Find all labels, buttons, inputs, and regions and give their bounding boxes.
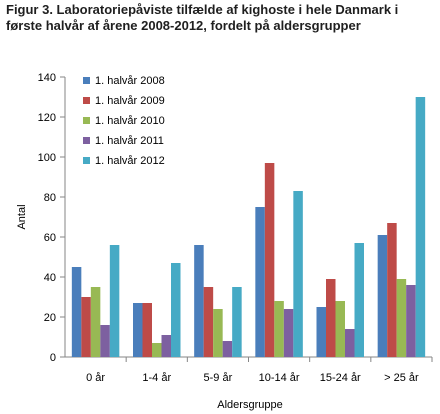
legend-swatch bbox=[83, 97, 90, 104]
bar bbox=[316, 307, 326, 357]
x-tick-label: 10-14 år bbox=[259, 372, 300, 384]
bar bbox=[345, 329, 355, 357]
bar bbox=[81, 297, 91, 357]
y-tick-label: 60 bbox=[44, 232, 56, 244]
y-tick-label: 120 bbox=[38, 112, 56, 124]
bar bbox=[255, 207, 265, 357]
bar bbox=[194, 245, 204, 357]
y-tick-label: 20 bbox=[44, 312, 56, 324]
bar bbox=[387, 223, 397, 357]
bar bbox=[283, 309, 294, 357]
y-tick-label: 140 bbox=[38, 72, 56, 84]
bar bbox=[293, 191, 303, 357]
bar bbox=[326, 279, 336, 357]
y-tick-label: 0 bbox=[50, 352, 56, 364]
x-tick-label: > 25 år bbox=[384, 372, 419, 384]
bar bbox=[406, 285, 416, 357]
legend-label: 1. halvår 2009 bbox=[95, 95, 165, 107]
chart-title: Figur 3. Laboratoriepåviste tilfælde af … bbox=[6, 2, 399, 33]
bar bbox=[213, 309, 223, 357]
bar bbox=[109, 245, 120, 357]
legend-swatch bbox=[83, 117, 90, 124]
bar bbox=[133, 303, 143, 357]
bar bbox=[152, 343, 162, 357]
legend-swatch bbox=[83, 157, 90, 164]
bar bbox=[264, 163, 275, 357]
bar bbox=[354, 243, 364, 357]
legend-label: 1. halvår 2010 bbox=[95, 115, 165, 127]
bars bbox=[71, 97, 426, 357]
legend: 1. halvår 2008 1. halvår 2009 1. halvår 20… bbox=[83, 75, 165, 167]
x-tick-label: 0 år bbox=[86, 372, 105, 384]
x-tick-label: 15-24 år bbox=[320, 372, 361, 384]
x-axis-title: Aldersgruppe bbox=[217, 399, 282, 411]
x-tick-label: 5-9 år bbox=[204, 372, 233, 384]
legend-swatch bbox=[83, 137, 90, 144]
bar bbox=[222, 341, 233, 357]
bar bbox=[274, 301, 284, 357]
y-axis-title: Antal bbox=[16, 204, 28, 229]
bar bbox=[335, 301, 345, 357]
bar bbox=[71, 267, 82, 357]
bar bbox=[396, 279, 407, 357]
y-tick-label: 80 bbox=[44, 192, 56, 204]
bar bbox=[100, 325, 110, 357]
x-ticks: 0 år 1-4 år 5-9 år 10-14 år 15-24 år > 25 år bbox=[86, 357, 433, 384]
y-tick-label: 40 bbox=[44, 272, 56, 284]
bar bbox=[161, 335, 171, 357]
bar bbox=[232, 287, 242, 357]
y-tick-label: 100 bbox=[38, 152, 56, 164]
bar bbox=[142, 303, 152, 357]
legend-swatch bbox=[83, 77, 90, 84]
x-tick-label: 1-4 år bbox=[142, 372, 171, 384]
bar bbox=[415, 97, 426, 357]
legend-label: 1. halvår 2011 bbox=[95, 135, 164, 147]
bar bbox=[171, 263, 181, 357]
bar bbox=[203, 287, 214, 357]
y-ticks: 0 20 40 60 80 100 120 140 bbox=[38, 72, 65, 364]
legend-label: 1. halvår 2008 bbox=[95, 75, 165, 87]
legend-label: 1. halvår 2012 bbox=[95, 155, 165, 167]
bar bbox=[377, 235, 388, 357]
bar bbox=[90, 287, 101, 357]
